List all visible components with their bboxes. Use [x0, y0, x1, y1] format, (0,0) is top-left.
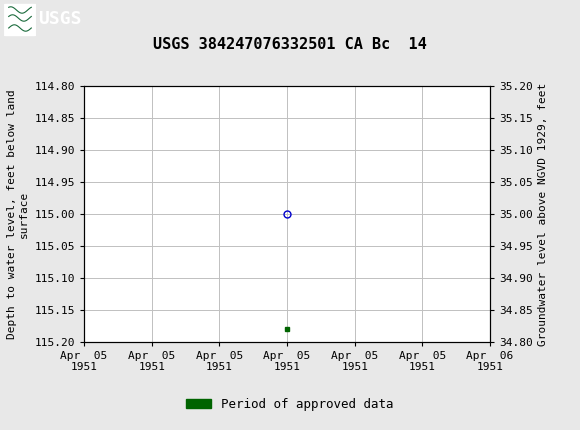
Legend: Period of approved data: Period of approved data [181, 393, 399, 416]
Text: USGS: USGS [38, 10, 81, 28]
Text: USGS 384247076332501 CA Bc  14: USGS 384247076332501 CA Bc 14 [153, 37, 427, 52]
Y-axis label: Depth to water level, feet below land
surface: Depth to water level, feet below land su… [8, 89, 29, 339]
FancyBboxPatch shape [4, 4, 36, 36]
Y-axis label: Groundwater level above NGVD 1929, feet: Groundwater level above NGVD 1929, feet [538, 82, 549, 346]
